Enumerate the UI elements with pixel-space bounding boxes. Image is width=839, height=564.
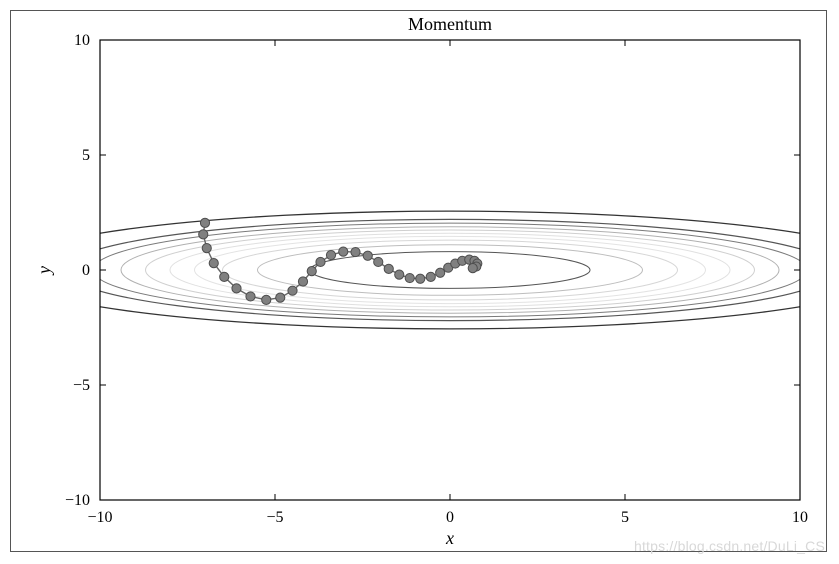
ytick-label: 5 [82,147,90,164]
x-axis-label: x [445,528,454,548]
trajectory-marker [426,272,435,281]
trajectory-marker [232,284,241,293]
trajectory-marker [298,277,307,286]
ytick-label: 10 [74,32,90,49]
trajectory-marker [326,250,335,259]
trajectory-marker [262,295,271,304]
xtick-label: 0 [446,509,454,526]
trajectory-marker [436,268,445,277]
xtick-label: −10 [87,509,112,526]
trajectory-marker [374,257,383,266]
trajectory-marker [416,274,425,283]
trajectory-marker [202,244,211,253]
chart-title: Momentum [408,14,492,34]
y-axis-label: y [34,266,54,276]
xtick-label: −5 [266,509,283,526]
trajectory-marker [363,251,372,260]
ytick-label: −10 [65,492,90,509]
trajectory-marker [468,264,477,273]
trajectory-marker [276,293,285,302]
trajectory-marker [384,264,393,273]
xtick-label: 5 [621,509,629,526]
trajectory-marker [288,286,297,295]
ytick-label: 0 [82,262,90,279]
momentum-chart: −10 −5 0 5 10 −10 −5 0 5 10 Momentum x y [0,0,839,564]
trajectory-marker [307,267,316,276]
trajectory-marker [339,247,348,256]
xtick-label: 10 [792,509,808,526]
ytick-label: −5 [73,377,90,394]
trajectory-marker [209,259,218,268]
trajectory-marker [246,292,255,301]
trajectory-marker [395,270,404,279]
trajectory-marker [405,273,414,282]
trajectory-marker [199,230,208,239]
trajectory-marker [316,257,325,266]
trajectory-marker [200,218,209,227]
trajectory-marker [220,272,229,281]
trajectory-marker [351,247,360,256]
chart-container: −10 −5 0 5 10 −10 −5 0 5 10 Momentum x y [0,0,839,564]
